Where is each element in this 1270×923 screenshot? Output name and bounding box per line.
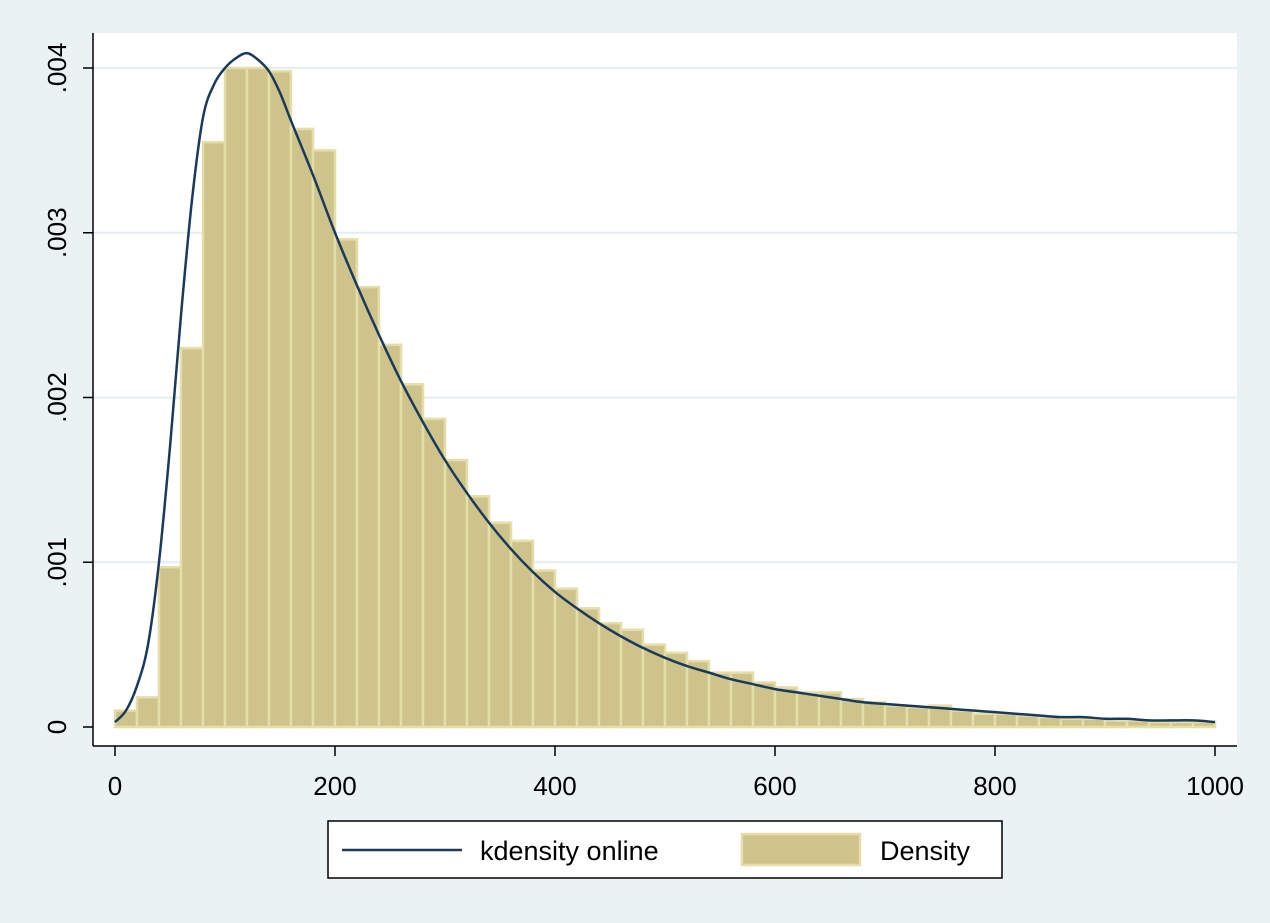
x-tick-label: 200 bbox=[313, 771, 356, 801]
histogram-bar bbox=[289, 127, 315, 729]
histogram-bar bbox=[311, 149, 337, 729]
histogram-bar bbox=[1037, 715, 1063, 729]
kdensity-line bbox=[114, 51, 1216, 724]
histogram-bar bbox=[1059, 717, 1085, 729]
histogram-bar bbox=[993, 712, 1019, 729]
histogram-bar bbox=[355, 285, 381, 729]
histogram-bar bbox=[1081, 717, 1107, 729]
y-tick-label: .001 bbox=[42, 537, 72, 588]
y-tick-label: .004 bbox=[42, 43, 72, 94]
histogram-bars bbox=[113, 66, 1217, 729]
histogram-bar bbox=[971, 712, 997, 729]
histogram-bar bbox=[575, 607, 601, 729]
histogram-bar bbox=[597, 621, 623, 729]
histogram-bar bbox=[795, 691, 821, 729]
histogram-bar bbox=[399, 383, 425, 729]
histogram-bar bbox=[619, 628, 645, 729]
histogram-bar bbox=[531, 569, 557, 729]
histogram-bar bbox=[839, 697, 865, 729]
axes bbox=[92, 33, 1237, 747]
legend-box bbox=[327, 820, 1003, 879]
histogram-bar bbox=[949, 709, 975, 729]
histogram-bar bbox=[707, 671, 733, 729]
histogram-bar bbox=[773, 686, 799, 729]
legend-label-kdensity: kdensity online bbox=[480, 836, 659, 866]
histogram-bar bbox=[377, 343, 403, 729]
histogram-bar bbox=[333, 238, 359, 729]
y-tick-label: 0 bbox=[42, 720, 72, 734]
histogram-bar bbox=[1015, 714, 1041, 729]
histogram-bar bbox=[201, 140, 227, 729]
legend-label-density: Density bbox=[880, 836, 971, 866]
histogram-bar bbox=[267, 70, 293, 729]
histogram-bar bbox=[905, 705, 931, 729]
histogram-bar bbox=[223, 66, 249, 729]
histogram-bar bbox=[487, 521, 513, 729]
histogram-bar bbox=[1147, 720, 1173, 729]
x-tick-label: 800 bbox=[973, 771, 1016, 801]
histogram-bar bbox=[883, 704, 909, 729]
legend-bar-swatch bbox=[740, 832, 862, 867]
histogram-bar bbox=[421, 417, 447, 729]
histogram-bar bbox=[1169, 720, 1195, 729]
histogram-bar bbox=[553, 587, 579, 729]
x-tick-label: 400 bbox=[533, 771, 576, 801]
histogram-bar bbox=[1103, 719, 1129, 729]
histogram-bar bbox=[465, 495, 491, 729]
y-tick-label: .002 bbox=[42, 372, 72, 423]
histogram-bar bbox=[245, 66, 271, 729]
histogram-bar bbox=[443, 458, 469, 729]
histogram-bar bbox=[135, 696, 161, 729]
x-tick-label: 0 bbox=[108, 771, 122, 801]
histogram-bar bbox=[157, 565, 183, 729]
y-tick-label: .003 bbox=[42, 207, 72, 258]
legend: kdensity online Density bbox=[327, 820, 1003, 879]
histogram-bar bbox=[861, 701, 887, 729]
histogram-bar bbox=[179, 346, 205, 729]
x-tick-label: 1000 bbox=[1186, 771, 1244, 801]
x-tick-label: 600 bbox=[753, 771, 796, 801]
tick-labels: 0 200 400 600 800 1000 0 .001 .002 .003 .004 bbox=[42, 43, 1244, 801]
